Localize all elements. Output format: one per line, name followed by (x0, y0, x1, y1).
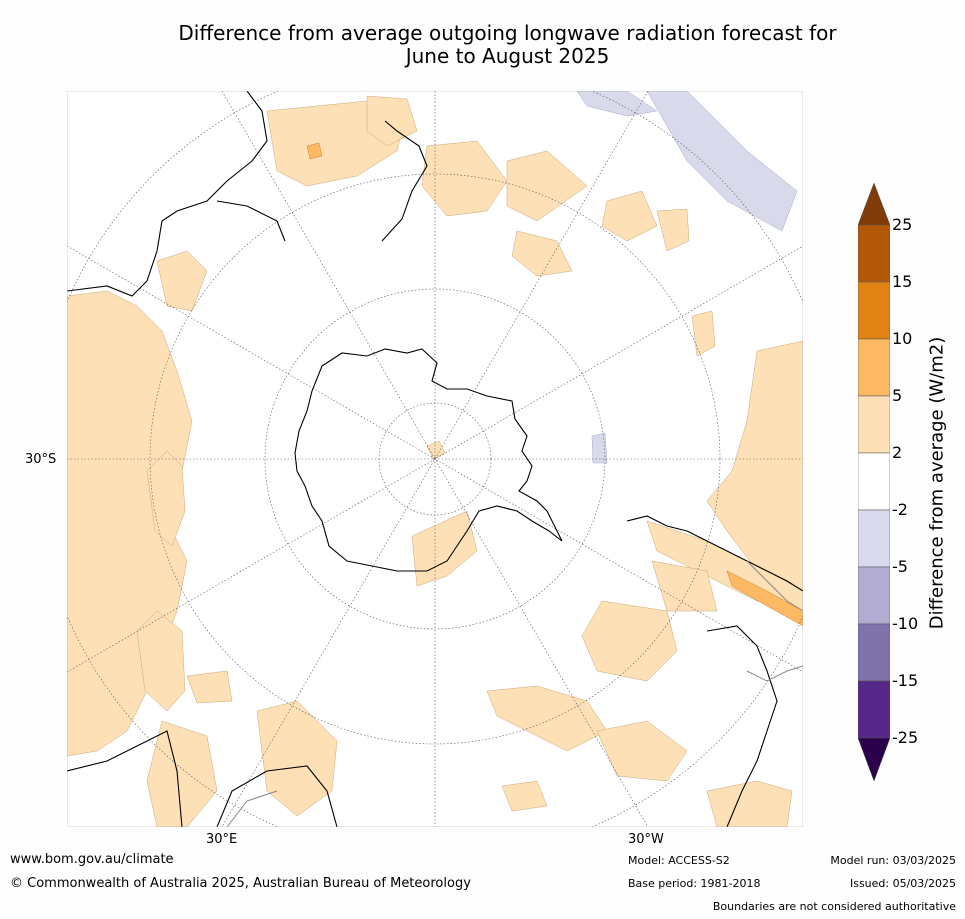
graticule (67, 91, 803, 827)
anomaly-region-west-lower (136, 610, 186, 712)
antarctica-coastline (294, 348, 563, 572)
anomaly-region-east-upper-2 (656, 208, 690, 252)
anomaly-region-lilac-small (591, 432, 608, 464)
anomaly-region-east-large (706, 340, 803, 612)
anomaly-region-orange-andes (726, 570, 803, 627)
anomaly-5-to-10-regions (306, 142, 803, 627)
anomaly-region-east-upper (601, 190, 658, 242)
anomaly-2-to-5-regions (67, 95, 803, 827)
anomaly-region-south-small (501, 780, 548, 812)
anomaly-region-southeast-1 (581, 600, 678, 682)
longitude-label-west: 30°W (628, 832, 664, 847)
anomaly-region-south-2 (596, 720, 688, 782)
polar-map (67, 91, 803, 827)
footer-disclaimer: Boundaries are not considered authoritat… (712, 900, 956, 913)
anomaly-region-north-central (421, 140, 508, 217)
map-title: Difference from average outgoing longwav… (110, 22, 905, 68)
new-zealand-coastline (381, 120, 428, 242)
colorbar-tick-3: 10 (892, 329, 913, 348)
anomaly-region-lilac-northeast (646, 91, 798, 232)
anomaly-region-south-1 (486, 685, 608, 752)
title-line-2: June to August 2025 (405, 44, 610, 68)
colorbar-tick-5: 2 (892, 443, 903, 462)
footer-url[interactable]: www.bom.gov.au/climate (10, 852, 174, 867)
colorbar-bin-3 (857, 338, 891, 397)
anomaly-region-north-east (506, 150, 588, 222)
longitude-label-east: 30°E (206, 832, 238, 847)
colorbar-bin-9 (857, 680, 891, 739)
boundary-2 (746, 665, 803, 682)
colorbar-tick-6: -2 (892, 500, 908, 519)
island-coastline-1 (216, 200, 286, 242)
colorbar-label: Difference from average (W/m2) (926, 336, 948, 630)
anomaly-region-coast (411, 510, 478, 587)
footer-copyright: © Commonwealth of Australia 2025, Austra… (10, 876, 471, 891)
country-boundaries (226, 560, 803, 827)
colorbar-tick-8: -10 (892, 614, 919, 633)
anomaly-region-small-1 (186, 670, 233, 704)
colorbar-bin-5 (857, 452, 891, 511)
south-america-coastline (67, 91, 268, 297)
boundary-3 (226, 790, 278, 827)
colorbar (857, 182, 891, 783)
colorbar-bin-4 (857, 395, 891, 454)
australia-west-coastline (67, 730, 183, 827)
anomaly-region-east-mid (651, 560, 718, 612)
footer-base-period: Base period: 1981-2018 (628, 877, 761, 890)
latitude-circle-3 (149, 173, 721, 745)
australia-south-coastline (216, 765, 338, 827)
boundary-1 (746, 560, 803, 612)
colorbar-top-arrow (857, 182, 891, 226)
anomaly-region-west-upper (156, 250, 208, 312)
coastlines (67, 91, 803, 827)
africa-coastline (706, 625, 778, 827)
footer-model: Model: ACCESS-S2 (628, 854, 730, 867)
anomaly-region-southwest (146, 720, 218, 827)
colorbar-bin-7 (857, 566, 891, 625)
anomaly-region-north-small (366, 95, 418, 147)
colorbar-bin-2 (857, 281, 891, 340)
colorbar-tick-9: -15 (892, 671, 919, 690)
colorbar-bin-6 (857, 509, 891, 568)
colorbar-bin-8 (857, 623, 891, 682)
footer-issued: Issued: 05/03/2025 (849, 877, 956, 890)
antarctic-peninsula-coastline (626, 515, 803, 592)
anomaly-region-south-west (256, 700, 338, 817)
title-line-1: Difference from average outgoing longwav… (178, 21, 837, 45)
anomaly-region-pole (426, 440, 446, 460)
footer-model-run: Model run: 03/03/2025 (830, 854, 956, 867)
colorbar-tick-1: 25 (892, 215, 913, 234)
anomaly-region-orange-north (306, 142, 323, 160)
colorbar-tick-10: -25 (892, 728, 919, 747)
anomaly-region-northeast-small (511, 230, 573, 277)
colorbar-bin-1 (857, 224, 891, 283)
colorbar-tick-4: 5 (892, 386, 903, 405)
latitude-label: 30°S (25, 452, 57, 467)
colorbar-bottom-arrow (857, 737, 891, 782)
colorbar-tick-7: -5 (892, 557, 908, 576)
anomaly-region-west-small (146, 450, 186, 547)
latitude-circle-2 (264, 288, 606, 630)
colorbar-tick-2: 15 (892, 272, 913, 291)
anomaly-region-southeast-2 (706, 780, 793, 827)
